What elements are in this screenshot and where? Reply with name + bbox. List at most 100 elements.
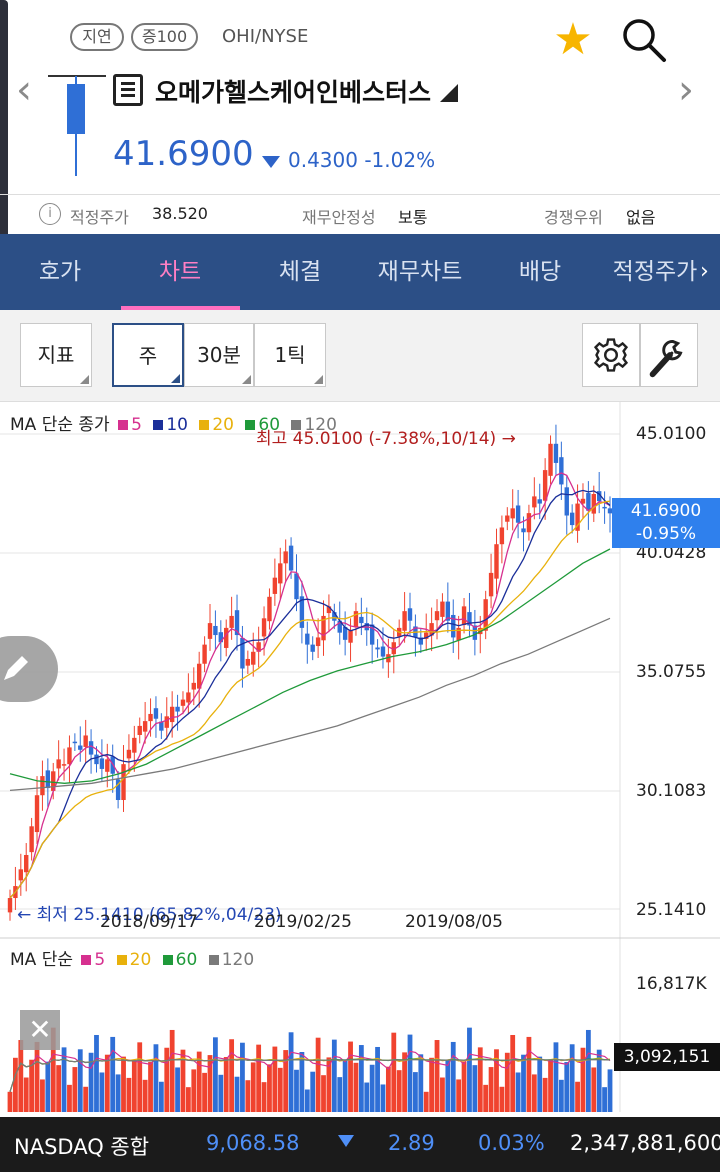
candle <box>67 747 72 765</box>
volume-bar <box>342 1059 348 1112</box>
candle <box>299 596 305 628</box>
stability-value: 보통 <box>398 208 428 227</box>
tick1-button[interactable]: 1틱 <box>254 323 326 387</box>
candle <box>56 759 61 769</box>
volume-bar <box>531 1074 537 1112</box>
volume-bar <box>131 1060 137 1112</box>
pencil-icon[interactable] <box>0 636 58 702</box>
tab-fair-price[interactable]: 적정주가 <box>612 259 698 285</box>
volume-bar <box>169 1029 175 1112</box>
legend-ma10: 10 <box>153 415 191 435</box>
y-tick-label: 30.1083 <box>636 781 707 801</box>
volume-bar <box>256 1044 262 1112</box>
candle <box>45 770 51 789</box>
volume-bar <box>569 1044 575 1112</box>
indicator-button[interactable]: 지표 <box>20 323 92 387</box>
candle <box>440 601 445 617</box>
volume-bar <box>18 1040 24 1112</box>
volume-bar <box>413 1072 418 1112</box>
volume-bar <box>175 1067 180 1112</box>
candle <box>369 624 375 645</box>
candle <box>467 612 472 626</box>
candle <box>596 491 602 502</box>
candle <box>532 496 537 508</box>
volume-bar <box>385 1066 391 1112</box>
star-icon[interactable]: ★ <box>553 14 593 65</box>
high-annotation: 최고 45.0100 (-7.38%,10/14) → <box>256 429 516 449</box>
volume-bar <box>304 1089 310 1112</box>
candle <box>359 616 364 624</box>
wrench-icon[interactable] <box>640 323 698 387</box>
ma10-line <box>9 489 611 899</box>
volume-legend-title: MA 단순 <box>10 950 73 970</box>
volume-bar <box>288 1032 294 1112</box>
volume-bar <box>375 1046 380 1112</box>
nasdaq-ticker-bar[interactable]: NASDAQ 종합 9,068.58 2.89 0.03% 2,347,881,… <box>0 1117 720 1172</box>
candle <box>218 632 224 643</box>
volume-bar <box>326 1057 332 1112</box>
candle <box>445 601 451 621</box>
search-icon[interactable] <box>620 16 668 64</box>
candle <box>580 498 586 504</box>
price-chart[interactable] <box>0 402 720 1112</box>
candle <box>191 682 196 690</box>
tab-dividend[interactable]: 배당 <box>518 259 562 285</box>
volume-bar <box>402 1052 407 1112</box>
info-icon[interactable]: i <box>39 203 61 225</box>
chevron-right-icon[interactable]: › <box>700 259 709 284</box>
candle <box>234 610 240 636</box>
candle <box>553 443 559 463</box>
volume-bar <box>40 1079 45 1112</box>
stock-header: 지연 증100 OHI/NYSE ★ ‹ › 오메가헬스케어인베스터스 41.6… <box>0 0 720 305</box>
volume-bar <box>45 1061 51 1112</box>
chevron-left-icon[interactable]: ‹ <box>16 67 32 113</box>
tab-trades[interactable]: 체결 <box>278 259 322 285</box>
tab-chart[interactable]: 차트 <box>158 259 202 285</box>
tab-financial-chart[interactable]: 재무차트 <box>377 259 463 285</box>
min30-label: 30분 <box>197 343 241 367</box>
weekly-button[interactable]: 주 <box>112 323 184 387</box>
candle <box>142 721 148 732</box>
candle <box>224 627 229 648</box>
candle <box>24 854 29 873</box>
left-edge-handle[interactable] <box>0 0 8 305</box>
candle <box>310 644 315 652</box>
list-icon[interactable] <box>113 74 143 106</box>
candle <box>418 637 424 645</box>
volume-bar <box>267 1064 272 1112</box>
volume-bar <box>180 1049 186 1112</box>
volume-bar <box>602 1087 607 1112</box>
tab-hoga[interactable]: 호가 <box>38 259 82 285</box>
down-arrow-icon <box>338 1135 354 1147</box>
vol-legend-ma120: 120 <box>208 950 257 970</box>
vol-ma120-line <box>9 1058 611 1092</box>
candle <box>407 608 413 621</box>
close-icon[interactable]: ✕ <box>20 1010 60 1050</box>
volume-bar <box>596 1049 602 1112</box>
candle <box>283 551 288 564</box>
ma5-line <box>9 472 611 899</box>
volume-bar <box>121 1056 126 1112</box>
candle <box>505 515 510 522</box>
candle <box>175 706 180 712</box>
volume-bar <box>494 1049 499 1112</box>
volume-bar <box>34 1041 40 1112</box>
name-dropdown-icon[interactable] <box>440 84 458 102</box>
min30-button[interactable]: 30분 <box>184 323 254 387</box>
candle <box>526 513 532 533</box>
candle <box>83 735 88 747</box>
volume-bar <box>521 1054 526 1112</box>
candle <box>429 623 434 636</box>
chevron-right-icon[interactable]: › <box>678 67 694 113</box>
volume-bar <box>483 1084 489 1112</box>
stock-name[interactable]: 오메가헬스케어인베스터스 <box>155 78 432 107</box>
ma60-line <box>9 548 611 784</box>
nasdaq-percent: 0.03% <box>478 1131 545 1155</box>
volume-bar <box>364 1082 370 1112</box>
advantage-label: 경쟁우위 <box>544 208 603 227</box>
candle <box>386 654 391 663</box>
advantage-value: 없음 <box>626 208 656 227</box>
legend-ma120: 120 <box>291 415 339 435</box>
gear-icon[interactable] <box>582 323 640 387</box>
volume-bar <box>213 1037 218 1112</box>
